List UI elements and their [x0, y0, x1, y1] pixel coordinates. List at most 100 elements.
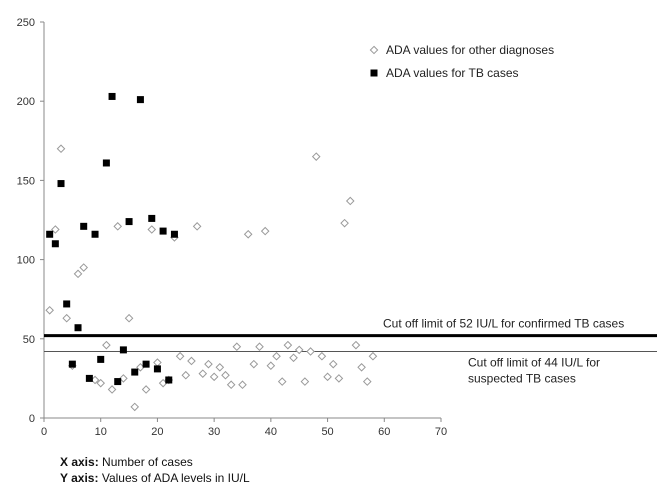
other-diagnosis-point: [368, 351, 378, 361]
other-diagnosis-point: [181, 370, 191, 380]
tb-case-point: [51, 240, 59, 248]
other-diagnosis-point: [294, 345, 304, 355]
tb-case-point: [142, 360, 150, 368]
other-diagnosis-point: [323, 372, 332, 382]
tb-case-point: [170, 230, 178, 238]
other-diagnosis-point: [124, 313, 134, 323]
suspected-cutoff-label: suspected TB cases: [468, 371, 576, 385]
other-diagnosis-point: [351, 340, 361, 350]
x-tick-label: 70: [435, 426, 447, 438]
other-diagnosis-point: [328, 359, 338, 369]
other-diagnosis-point: [79, 263, 89, 272]
legend-label-tb-cases: ADA values for TB cases: [386, 66, 519, 80]
data-points: [45, 92, 378, 412]
tb-case-point: [148, 214, 156, 222]
tb-case-point: [74, 324, 82, 332]
other-diagnosis-point: [334, 374, 344, 383]
other-diagnosis-point: [232, 342, 242, 352]
x-tick-label: 50: [321, 426, 333, 438]
tb-case-point: [136, 96, 144, 104]
other-diagnosis-point: [306, 347, 315, 356]
x-axis-note: X axis: Number of cases: [60, 455, 193, 469]
y-axis-note: Y axis: Values of ADA levels in IU/L: [60, 471, 250, 485]
x-tick-label: 0: [41, 426, 47, 438]
other-diagnosis-point: [51, 225, 60, 234]
x-tick-label: 20: [151, 426, 163, 438]
other-diagnosis-point: [96, 378, 106, 388]
reference-line-labels: Cut off limit of 52 IU/L for confirmed T…: [383, 317, 624, 386]
y-tick-label: 200: [17, 96, 35, 108]
other-diagnosis-point: [209, 372, 219, 382]
other-diagnosis-point: [311, 152, 321, 161]
legend-marker-tb-cases: [370, 69, 378, 77]
y-tick-label: 0: [29, 413, 35, 425]
other-diagnosis-point: [260, 226, 270, 236]
other-diagnosis-point: [73, 269, 83, 279]
tb-case-point: [165, 376, 173, 384]
other-diagnosis-point: [187, 356, 196, 366]
other-diagnosis-point: [175, 351, 185, 361]
x-tick-label: 30: [208, 426, 220, 438]
y-axis-note-key: Y axis:: [60, 471, 99, 485]
y-tick-label: 50: [23, 334, 35, 346]
other-diagnosis-point: [249, 359, 259, 369]
tb-case-point: [91, 230, 99, 238]
other-diagnosis-point: [192, 222, 202, 231]
other-diagnosis-point: [107, 385, 117, 394]
tb-case-point: [108, 92, 116, 100]
tb-case-point: [63, 300, 71, 308]
other-diagnosis-point: [266, 361, 276, 371]
y-tick-label: 150: [17, 175, 35, 187]
other-diagnosis-point: [130, 402, 140, 412]
other-diagnosis-point: [45, 305, 54, 315]
tb-case-point: [114, 378, 122, 386]
other-diagnosis-point: [215, 363, 225, 372]
y-axis-note-value: Values of ADA levels in IU/L: [101, 471, 250, 485]
x-tick-label: 40: [265, 426, 277, 438]
axes: 0 10 20 30 40 50 60 70 0 50 100 150 200 250: [17, 17, 447, 438]
confirmed-cutoff-label: Cut off limit of 52 IU/L for confirmed T…: [383, 317, 624, 331]
legend: ADA values for other diagnoses ADA values…: [369, 43, 554, 80]
tb-case-point: [57, 180, 65, 188]
other-diagnosis-point: [119, 374, 128, 383]
other-diagnosis-point: [243, 229, 253, 239]
other-diagnosis-point: [272, 351, 281, 361]
legend-marker-other-diagnoses: [369, 45, 379, 55]
x-axis-note-value: Number of cases: [102, 455, 193, 469]
other-diagnosis-point: [362, 377, 372, 386]
other-diagnosis-point: [141, 385, 151, 394]
tb-case-point: [46, 230, 54, 238]
other-diagnosis-point: [198, 369, 208, 378]
other-diagnosis-point: [317, 351, 327, 361]
tb-case-point: [131, 368, 139, 376]
other-diagnosis-point: [300, 377, 310, 386]
other-diagnosis-point: [56, 144, 66, 154]
other-diagnosis-point: [62, 313, 71, 323]
other-diagnosis-point: [283, 340, 293, 350]
other-diagnosis-point: [277, 377, 287, 386]
other-diagnosis-point: [221, 370, 230, 380]
other-diagnosis-point: [113, 222, 123, 231]
x-tick-label: 60: [378, 426, 390, 438]
other-diagnosis-point: [147, 225, 157, 234]
y-tick-label: 100: [17, 255, 35, 267]
other-diagnosis-point: [289, 353, 298, 363]
tb-case-point: [85, 374, 93, 382]
tb-case-point: [119, 346, 127, 354]
other-diagnosis-point: [255, 342, 264, 352]
tb-case-point: [159, 227, 167, 235]
tb-case-point: [97, 355, 105, 363]
reference-lines: [44, 334, 657, 352]
other-diagnosis-point: [357, 363, 366, 372]
legend-label-other-diagnoses: ADA values for other diagnoses: [386, 43, 554, 57]
y-tick-label: 250: [17, 17, 35, 29]
suspected-cutoff-label: Cut off limit of 44 IU/L for: [468, 355, 600, 369]
tb-case-point: [125, 218, 133, 226]
x-tick-label: 10: [95, 426, 107, 438]
other-diagnosis-point: [153, 358, 162, 367]
tb-case-point: [80, 222, 88, 230]
tb-case-point: [68, 360, 76, 368]
tb-case-point: [102, 159, 110, 167]
other-diagnosis-point: [345, 196, 355, 206]
